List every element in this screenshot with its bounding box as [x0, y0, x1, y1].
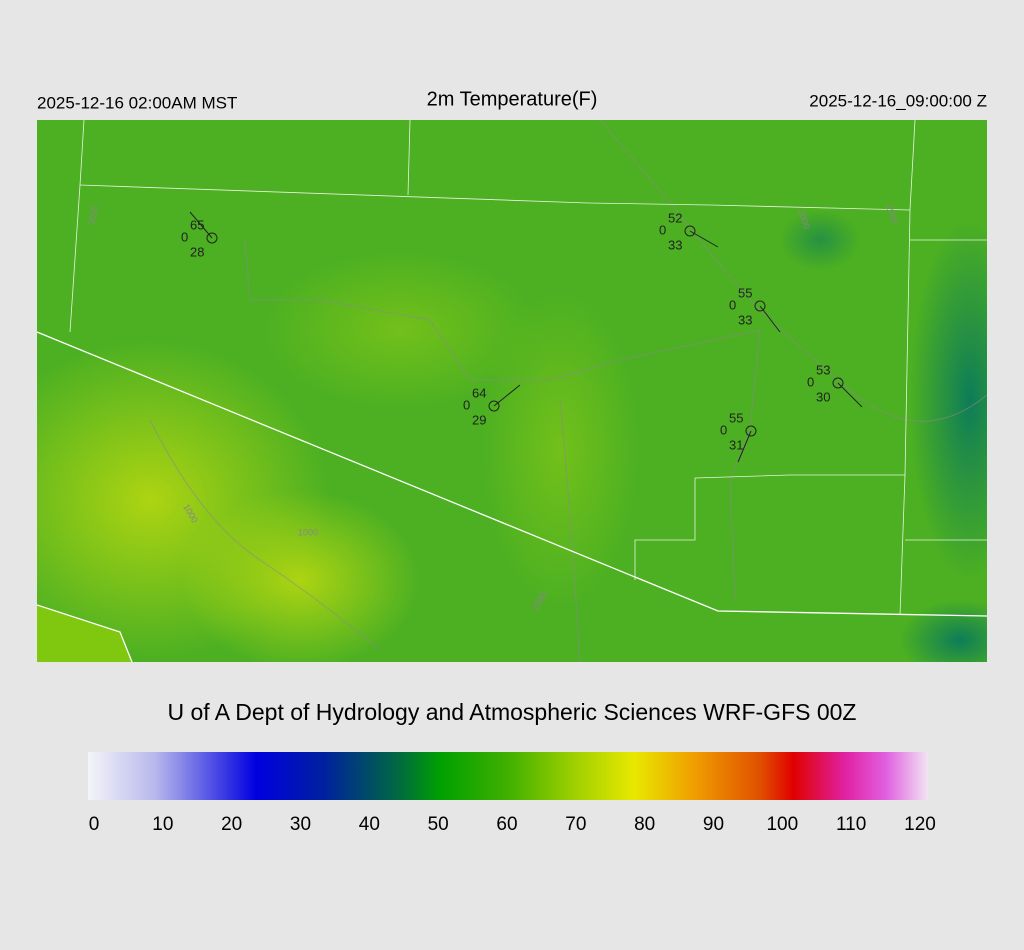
colorbar-tick-label: 100 — [766, 814, 798, 835]
credit: U of A Dept of Hydrology and Atmospheric… — [167, 699, 856, 725]
colorbar-tick-label: 110 — [836, 814, 866, 835]
station-temperature: 65 — [190, 217, 204, 232]
valid-time-utc: 2025-12-16_09:00:00 Z — [809, 91, 987, 110]
station-middle: 0 — [720, 422, 727, 437]
colorbar-tick-label: 60 — [496, 814, 517, 835]
station-middle: 0 — [659, 222, 666, 237]
wind-barb — [493, 384, 521, 407]
station-temperature: 55 — [738, 285, 752, 300]
contour-label: 1000 — [298, 527, 318, 537]
station-circle — [832, 377, 844, 389]
temperature-field — [37, 120, 987, 662]
colorbar-tick-label: 80 — [634, 814, 655, 835]
station-dewpoint: 30 — [816, 389, 830, 404]
station-temperature: 64 — [472, 385, 486, 400]
station-dewpoint: 28 — [190, 244, 204, 259]
colorbar-tick-label: 70 — [565, 814, 586, 835]
valid-time-local: 2025-12-16 02:00AM MST — [37, 93, 237, 112]
colorbar-tick-label: 10 — [152, 814, 173, 835]
station-circle — [206, 232, 218, 244]
colorbar-tick-label: 30 — [290, 814, 311, 835]
station-temperature: 55 — [729, 410, 743, 425]
contour-label: 2000 — [86, 204, 99, 225]
station-circle — [488, 400, 500, 412]
colorbar-tick-label: 40 — [359, 814, 380, 835]
station-temperature: 52 — [668, 210, 682, 225]
station-dewpoint: 29 — [472, 412, 486, 427]
station-dewpoint: 31 — [729, 437, 743, 452]
station-middle: 0 — [807, 374, 814, 389]
station-circle — [745, 425, 757, 437]
station-dewpoint: 33 — [738, 312, 752, 327]
station-middle: 0 — [181, 229, 188, 244]
colorbar-tick-label: 120 — [904, 814, 936, 835]
wind-barb — [737, 430, 752, 463]
station-middle: 0 — [463, 397, 470, 412]
station-temperature: 53 — [816, 362, 830, 377]
station-circle — [684, 225, 696, 237]
wind-barb — [837, 382, 863, 408]
station-circle — [754, 300, 766, 312]
station-dewpoint: 33 — [668, 237, 682, 252]
colorbar-tick-label: 0 — [89, 814, 100, 835]
colorbar-tick-label: 90 — [703, 814, 724, 835]
wind-barb — [189, 211, 213, 239]
station-middle: 0 — [729, 297, 736, 312]
colorbar-tick-label: 20 — [221, 814, 242, 835]
colorbar-tick-label: 50 — [428, 814, 449, 835]
colorbar — [88, 752, 928, 800]
map-title: 2m Temperature(F) — [427, 88, 598, 110]
